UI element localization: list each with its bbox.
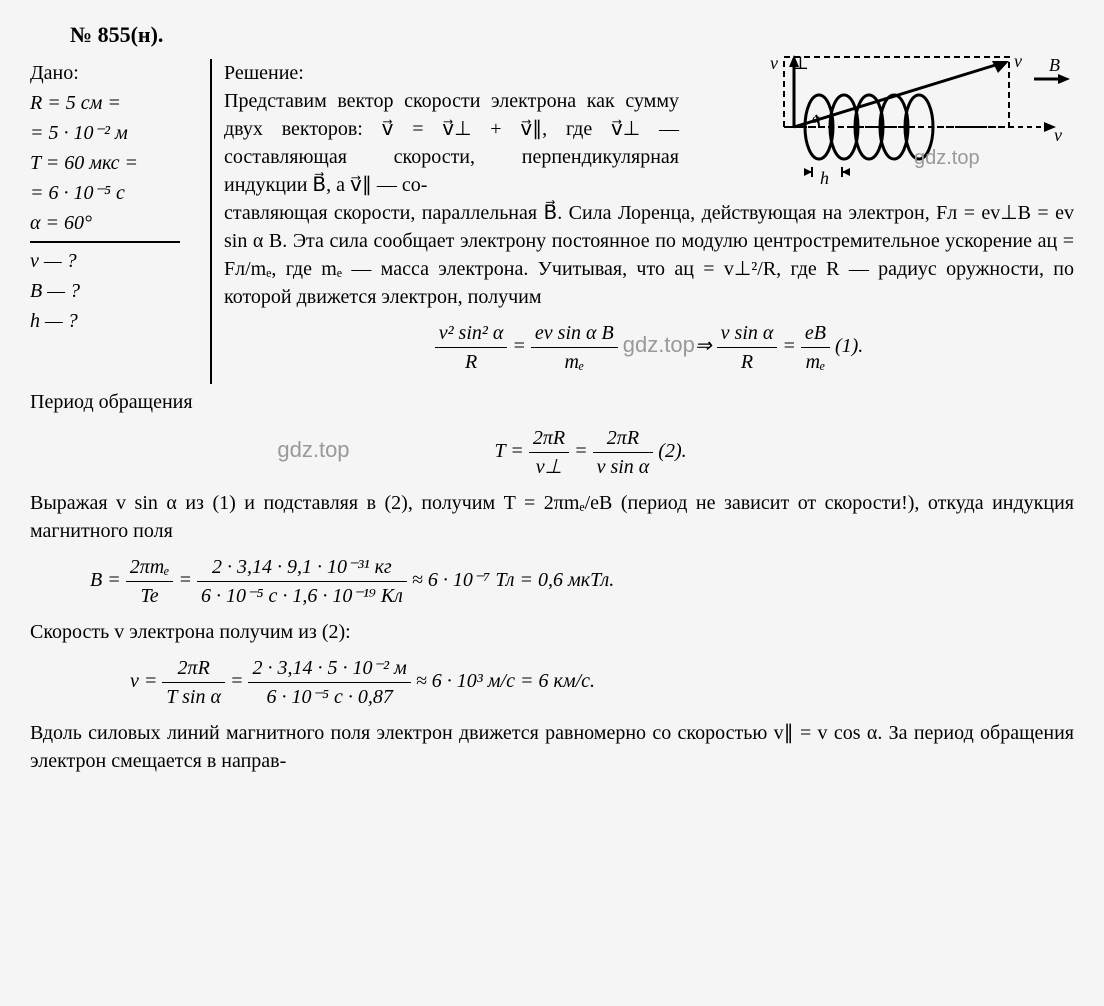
solution-para3: Вдоль силовых линий магнитного поля элек… bbox=[30, 719, 1074, 775]
eq2-rhs-num: 2πR bbox=[593, 424, 654, 453]
given-line: = 6 · 10⁻⁵ с bbox=[30, 179, 200, 207]
eq4-f2-num: 2 · 3,14 · 5 · 10⁻² м bbox=[248, 654, 410, 683]
eq3-f2-num: 2 · 3,14 · 9,1 · 10⁻³¹ кг bbox=[197, 553, 407, 582]
eq3-f1-den: Te bbox=[126, 582, 174, 610]
unknown-line: h — ? bbox=[30, 307, 200, 335]
eq1-mid-den: mₑ bbox=[531, 348, 618, 376]
eq1-lhs-num: v² sin² α bbox=[435, 319, 508, 348]
given-line: α = 60° bbox=[30, 209, 200, 237]
equation-3: B = 2πmₑ Te = 2 · 3,14 · 9,1 · 10⁻³¹ кг … bbox=[90, 553, 1074, 610]
eq1-rhs2-den: mₑ bbox=[801, 348, 830, 376]
eq4-f2-den: 6 · 10⁻⁵ с · 0,87 bbox=[248, 683, 410, 711]
given-line: T = 60 мкс = bbox=[30, 149, 200, 177]
eq1-tag: (1). bbox=[835, 335, 863, 357]
watermark-eq1: gdz.top bbox=[623, 332, 695, 357]
label-v: v⃗ bbox=[1014, 51, 1036, 71]
eq2-mid-den: v⊥ bbox=[529, 453, 569, 481]
eq3-f2-den: 6 · 10⁻⁵ с · 1,6 · 10⁻¹⁹ Кл bbox=[197, 582, 407, 610]
eq4-lhs: v = bbox=[130, 670, 157, 692]
eq3-result: ≈ 6 · 10⁻⁷ Тл = 0,6 мкТл. bbox=[412, 569, 614, 591]
given-line: = 5 · 10⁻² м bbox=[30, 119, 200, 147]
eq1-lhs-den: R bbox=[435, 348, 508, 376]
given-column: Дано: R = 5 см = = 5 · 10⁻² м T = 60 мкс… bbox=[30, 59, 212, 384]
label-vperp: v⃗⊥ bbox=[770, 53, 809, 73]
velocity-label: Скорость v электрона получим из (2): bbox=[30, 618, 1074, 646]
eq1-rhs1-num: v sin α bbox=[717, 319, 778, 348]
equation-2: gdz.top T = 2πR v⊥ = 2πR v sin α (2). bbox=[30, 424, 1074, 481]
solution-para1-narrow: Представим вектор скорости электро­на ка… bbox=[224, 87, 679, 199]
watermark-diagram: gdz.top bbox=[914, 147, 980, 169]
watermark-eq2: gdz.top bbox=[277, 437, 349, 462]
eq3-lhs: B = bbox=[90, 569, 121, 591]
eq2-mid-num: 2πR bbox=[529, 424, 569, 453]
equation-1: v² sin² α R = ev sin α B mₑ gdz.top⇒ v s… bbox=[224, 319, 1074, 376]
main-layout: Дано: R = 5 см = = 5 · 10⁻² м T = 60 мкс… bbox=[30, 59, 1074, 384]
eq1-rhs1-den: R bbox=[717, 348, 778, 376]
label-alpha: α bbox=[812, 112, 820, 127]
period-label: Период обращения bbox=[30, 388, 1074, 416]
solution-para2: Выражая v sin α из (1) и подставляя в (2… bbox=[30, 489, 1074, 545]
eq3-f1-num: 2πmₑ bbox=[126, 553, 174, 582]
eq2-lhs: T = bbox=[495, 440, 524, 462]
unknown-line: v — ? bbox=[30, 247, 200, 275]
eq4-f1-num: 2πR bbox=[162, 654, 225, 683]
given-divider bbox=[30, 241, 180, 243]
eq1-mid-num: ev sin α B bbox=[531, 319, 618, 348]
eq2-tag: (2). bbox=[658, 440, 686, 462]
unknown-line: B — ? bbox=[30, 277, 200, 305]
eq4-f1-den: T sin α bbox=[162, 683, 225, 711]
solution-para1-wide: ставляющая скорости, параллельная B⃗. Си… bbox=[224, 199, 1074, 311]
helix-diagram: v⃗⊥ v⃗ B⃗ v⃗∥ α bbox=[764, 49, 1074, 189]
equation-4: v = 2πR T sin α = 2 · 3,14 · 5 · 10⁻² м … bbox=[130, 654, 1074, 711]
label-h: h bbox=[820, 168, 829, 188]
label-B: B⃗ bbox=[1049, 55, 1074, 75]
solution-column: v⃗⊥ v⃗ B⃗ v⃗∥ α bbox=[212, 59, 1074, 384]
eq1-rhs2-num: eB bbox=[801, 319, 830, 348]
given-header: Дано: bbox=[30, 59, 200, 87]
eq4-result: ≈ 6 · 10³ м/с = 6 км/с. bbox=[416, 670, 595, 692]
given-line: R = 5 см = bbox=[30, 89, 200, 117]
eq2-rhs-den: v sin α bbox=[593, 453, 654, 481]
label-vpar: v⃗∥ bbox=[1054, 125, 1074, 145]
problem-number: № 855(н). bbox=[70, 20, 1074, 51]
